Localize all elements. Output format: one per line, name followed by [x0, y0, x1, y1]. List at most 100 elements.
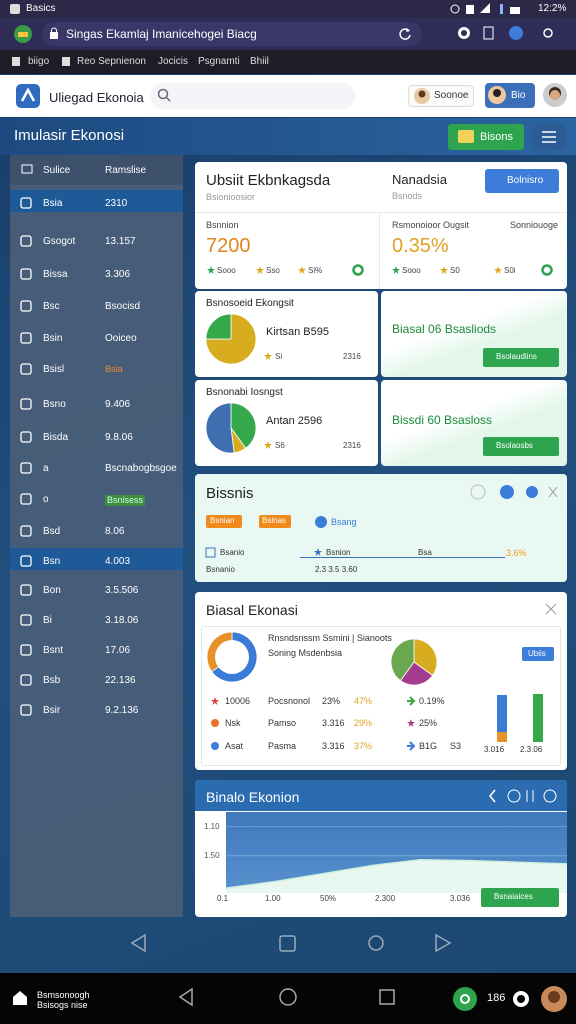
bookmark[interactable]: Psgnamti — [198, 56, 240, 67]
star-icon — [494, 266, 502, 274]
icon-shape — [264, 441, 272, 449]
star-icon — [392, 266, 400, 274]
icon-shape — [352, 264, 364, 276]
bar-label: 3.016 — [484, 745, 505, 754]
card-subtitle: Bsionioosior — [206, 192, 256, 202]
tag — [206, 515, 242, 528]
icon-shape — [21, 164, 33, 174]
bookmark[interactable]: Bhiil — [250, 56, 269, 67]
system-nav[interactable] — [178, 987, 398, 1007]
sidebar-row[interactable] — [10, 697, 183, 719]
sidebar-row[interactable] — [10, 577, 183, 599]
home-icon[interactable] — [12, 990, 28, 1006]
icon-shape — [20, 268, 32, 280]
tag-text: Bsinas — [262, 516, 287, 525]
sidebar-row[interactable] — [10, 293, 183, 315]
icon-shape — [20, 493, 32, 505]
card-actions[interactable] — [487, 789, 557, 803]
icon-shape — [392, 266, 400, 274]
bottom-bar — [0, 973, 576, 1024]
lock-icon — [50, 27, 58, 39]
bookmark[interactable]: Jocicis — [158, 56, 189, 67]
bar-chart — [497, 694, 543, 742]
pie-slice — [390, 638, 415, 682]
url-field[interactable] — [42, 22, 422, 46]
sidebar-row[interactable] — [10, 607, 183, 629]
sidebar-row[interactable] — [10, 548, 183, 570]
bookmark[interactable]: Reo Sepnienon — [77, 56, 146, 67]
app-title: Uliegad Ekonoia — [49, 90, 144, 105]
row-value: 22.136 — [105, 675, 136, 686]
sidebar-row[interactable] — [10, 486, 183, 508]
icon-shape — [500, 485, 514, 499]
link[interactable]: Bsang — [331, 517, 357, 527]
donut-hole — [215, 640, 249, 674]
legend-text: Soning Msdenbsia — [268, 648, 343, 658]
icon-shape — [542, 131, 556, 143]
sidebar-row[interactable] — [10, 190, 183, 212]
x-tick-label: 50% — [320, 894, 337, 903]
column-header: Sulice — [43, 165, 71, 176]
row-icon — [20, 235, 32, 247]
url-text: Singas Ekamlaj Imanicehogei Biacg — [66, 27, 257, 41]
sidebar-row[interactable] — [10, 424, 183, 446]
circle-icon[interactable] — [512, 990, 530, 1008]
sidebar-row[interactable] — [10, 518, 183, 540]
promo-button[interactable] — [483, 437, 559, 456]
stat-footer: Sooo — [217, 266, 236, 275]
star-icon — [207, 266, 215, 274]
icon-shape — [165, 96, 171, 102]
button-icon — [458, 130, 474, 143]
row-label: o — [43, 494, 49, 505]
sidebar-row[interactable] — [10, 356, 183, 378]
user-avatar[interactable] — [541, 986, 567, 1012]
icon-shape — [548, 991, 560, 1003]
reload-icon[interactable] — [398, 27, 412, 41]
sidebar-row[interactable] — [10, 637, 183, 659]
user-avatar[interactable] — [543, 83, 567, 107]
green-button[interactable] — [453, 987, 477, 1011]
status-time: 12:2% — [538, 3, 567, 14]
card-button[interactable] — [485, 169, 559, 193]
badge — [522, 647, 554, 661]
status-icons — [450, 3, 520, 14]
row-label: Bsn — [43, 556, 61, 567]
row-label: Bsc — [43, 301, 60, 312]
row-icon — [407, 719, 415, 727]
row-text: Bsa — [418, 548, 432, 557]
sidebar-row[interactable] — [10, 261, 183, 283]
nav-icons[interactable] — [128, 933, 458, 953]
sidebar-row[interactable] — [10, 325, 183, 347]
bookmark[interactable]: biigo — [28, 56, 50, 67]
sidebar-row[interactable] — [10, 228, 183, 250]
button-text: Bsnaiaices — [494, 892, 533, 901]
sidebar-row[interactable] — [10, 667, 183, 689]
icon-shape — [435, 933, 452, 953]
plot-bg — [226, 812, 567, 893]
icon-shape — [10, 4, 20, 14]
row-text: 10006 — [225, 696, 251, 706]
row-icon — [20, 493, 32, 505]
column-header: Ramslise — [105, 165, 147, 176]
logo — [16, 84, 40, 108]
browser-icons[interactable] — [456, 25, 556, 41]
icon-shape — [178, 987, 193, 1007]
button-text: Bsolaudiins — [496, 352, 537, 361]
row-text: S3 — [450, 741, 462, 751]
row-icon — [211, 719, 219, 727]
button-text: Bio — [511, 90, 526, 101]
icon-shape — [509, 26, 523, 40]
sidebar-row[interactable] — [10, 391, 183, 413]
row-icon — [205, 547, 216, 558]
row-text: 3.316 — [322, 741, 345, 751]
close-icon[interactable] — [545, 603, 557, 615]
pie-slice — [230, 402, 257, 449]
search-field[interactable] — [150, 83, 355, 109]
stat-label: Rsmonoioor Ougsit — [392, 220, 470, 230]
promo-button[interactable] — [483, 348, 559, 367]
card-actions[interactable] — [470, 484, 562, 500]
area-button[interactable] — [481, 888, 559, 907]
icon-shape — [418, 90, 426, 98]
pie-slice — [205, 402, 235, 454]
icon-shape — [406, 28, 410, 32]
